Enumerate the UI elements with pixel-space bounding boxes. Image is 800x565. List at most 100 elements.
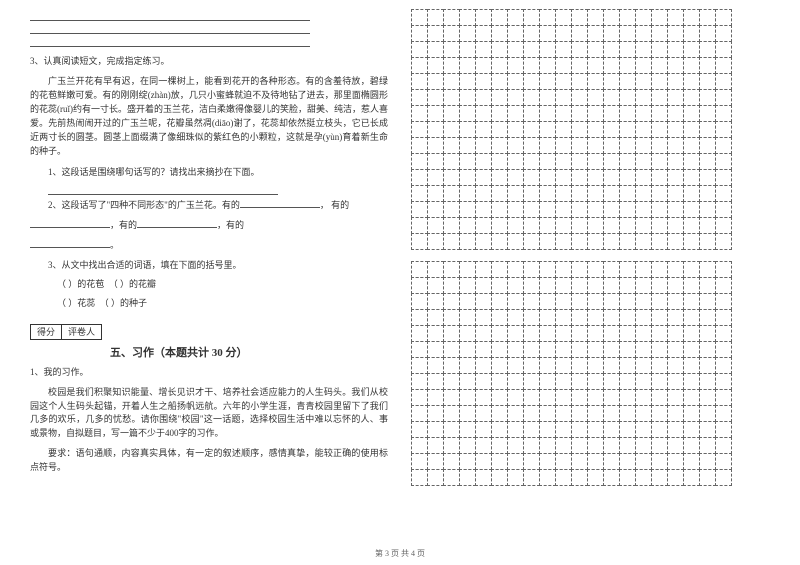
grid-cell [699, 73, 716, 90]
grid-cell [635, 325, 652, 342]
grid-cell [491, 293, 508, 310]
grid-cell [683, 89, 700, 106]
grid-cell [555, 309, 572, 326]
grid-cell [587, 261, 604, 278]
grid-cell [603, 25, 620, 42]
grid-cell [507, 185, 524, 202]
grid-cell [651, 437, 668, 454]
grid-cell [427, 469, 444, 486]
grid-cell [475, 437, 492, 454]
grid-cell [603, 217, 620, 234]
grid-cell [523, 105, 540, 122]
writing-grid-1 [412, 10, 732, 250]
grid-cell [411, 293, 428, 310]
grid-cell [603, 41, 620, 58]
grid-cell [651, 121, 668, 138]
grid-cell [475, 405, 492, 422]
grid-cell [683, 453, 700, 470]
grid-cell [491, 325, 508, 342]
grid-cell [539, 217, 556, 234]
grid-cell [507, 405, 524, 422]
grid-cell [619, 105, 636, 122]
grid-cell [555, 25, 572, 42]
grid-cell [411, 325, 428, 342]
grid-cell [539, 25, 556, 42]
grid-cell [443, 325, 460, 342]
grid-cell [523, 453, 540, 470]
grid-cell [491, 89, 508, 106]
grid-cell [411, 437, 428, 454]
grid-cell [667, 185, 684, 202]
grid-cell [587, 121, 604, 138]
grid-cell [587, 73, 604, 90]
grid-cell [635, 105, 652, 122]
grid-cell [667, 153, 684, 170]
grid-cell [523, 41, 540, 58]
grid-cell [587, 293, 604, 310]
grid-cell [539, 389, 556, 406]
grid-cell [603, 185, 620, 202]
grid-cell [699, 309, 716, 326]
grid-cell [491, 137, 508, 154]
grid-cell [539, 137, 556, 154]
grid-cell [523, 389, 540, 406]
grid-cell [619, 73, 636, 90]
grid-cell [539, 73, 556, 90]
grid-cell [603, 293, 620, 310]
grid-cell [571, 341, 588, 358]
grid-cell [507, 341, 524, 358]
grid-cell [507, 153, 524, 170]
grid-cell [699, 357, 716, 374]
grid-cell [619, 405, 636, 422]
grid-cell [635, 217, 652, 234]
grid-cell [619, 293, 636, 310]
grid-cell [507, 357, 524, 374]
grid-cell [411, 341, 428, 358]
grid-cell [459, 261, 476, 278]
grid-cell [475, 261, 492, 278]
grid-cell [715, 73, 732, 90]
grid-cell [539, 421, 556, 438]
grid-cell [539, 277, 556, 294]
grid-cell [539, 169, 556, 186]
grid-cell [411, 357, 428, 374]
grid-cell [507, 9, 524, 26]
grid-cell [683, 277, 700, 294]
grid-cell [427, 437, 444, 454]
grid-cell [523, 153, 540, 170]
grid-cell [683, 153, 700, 170]
grid-cell [603, 341, 620, 358]
grid-cell [427, 201, 444, 218]
grid-cell [619, 437, 636, 454]
fill-row-1: （ ）的花苞 （ ）的花瓣 [30, 277, 388, 292]
grid-cell [699, 105, 716, 122]
grid-cell [587, 153, 604, 170]
grid-cell [635, 9, 652, 26]
grid-cell [699, 405, 716, 422]
grid-cell [459, 73, 476, 90]
blank-fill [30, 237, 110, 248]
grid-cell [475, 389, 492, 406]
grid-cell [555, 217, 572, 234]
grid-cell [571, 357, 588, 374]
grid-cell [427, 405, 444, 422]
grid-cell [635, 121, 652, 138]
grid-cell [667, 201, 684, 218]
grid-cell [523, 137, 540, 154]
grid-cell [619, 217, 636, 234]
grid-cell [587, 41, 604, 58]
grid-cell [619, 453, 636, 470]
grid-cell [507, 469, 524, 486]
grid-cell [699, 41, 716, 58]
grid-cell [603, 309, 620, 326]
grid-cell [667, 373, 684, 390]
grid-cell [459, 121, 476, 138]
score-box: 得分 评卷人 [30, 324, 388, 340]
grid-cell [571, 137, 588, 154]
grid-cell [619, 185, 636, 202]
grid-cell [715, 201, 732, 218]
grid-cell [603, 405, 620, 422]
grid-cell [411, 277, 428, 294]
grid-cell [603, 153, 620, 170]
grid-cell [699, 373, 716, 390]
